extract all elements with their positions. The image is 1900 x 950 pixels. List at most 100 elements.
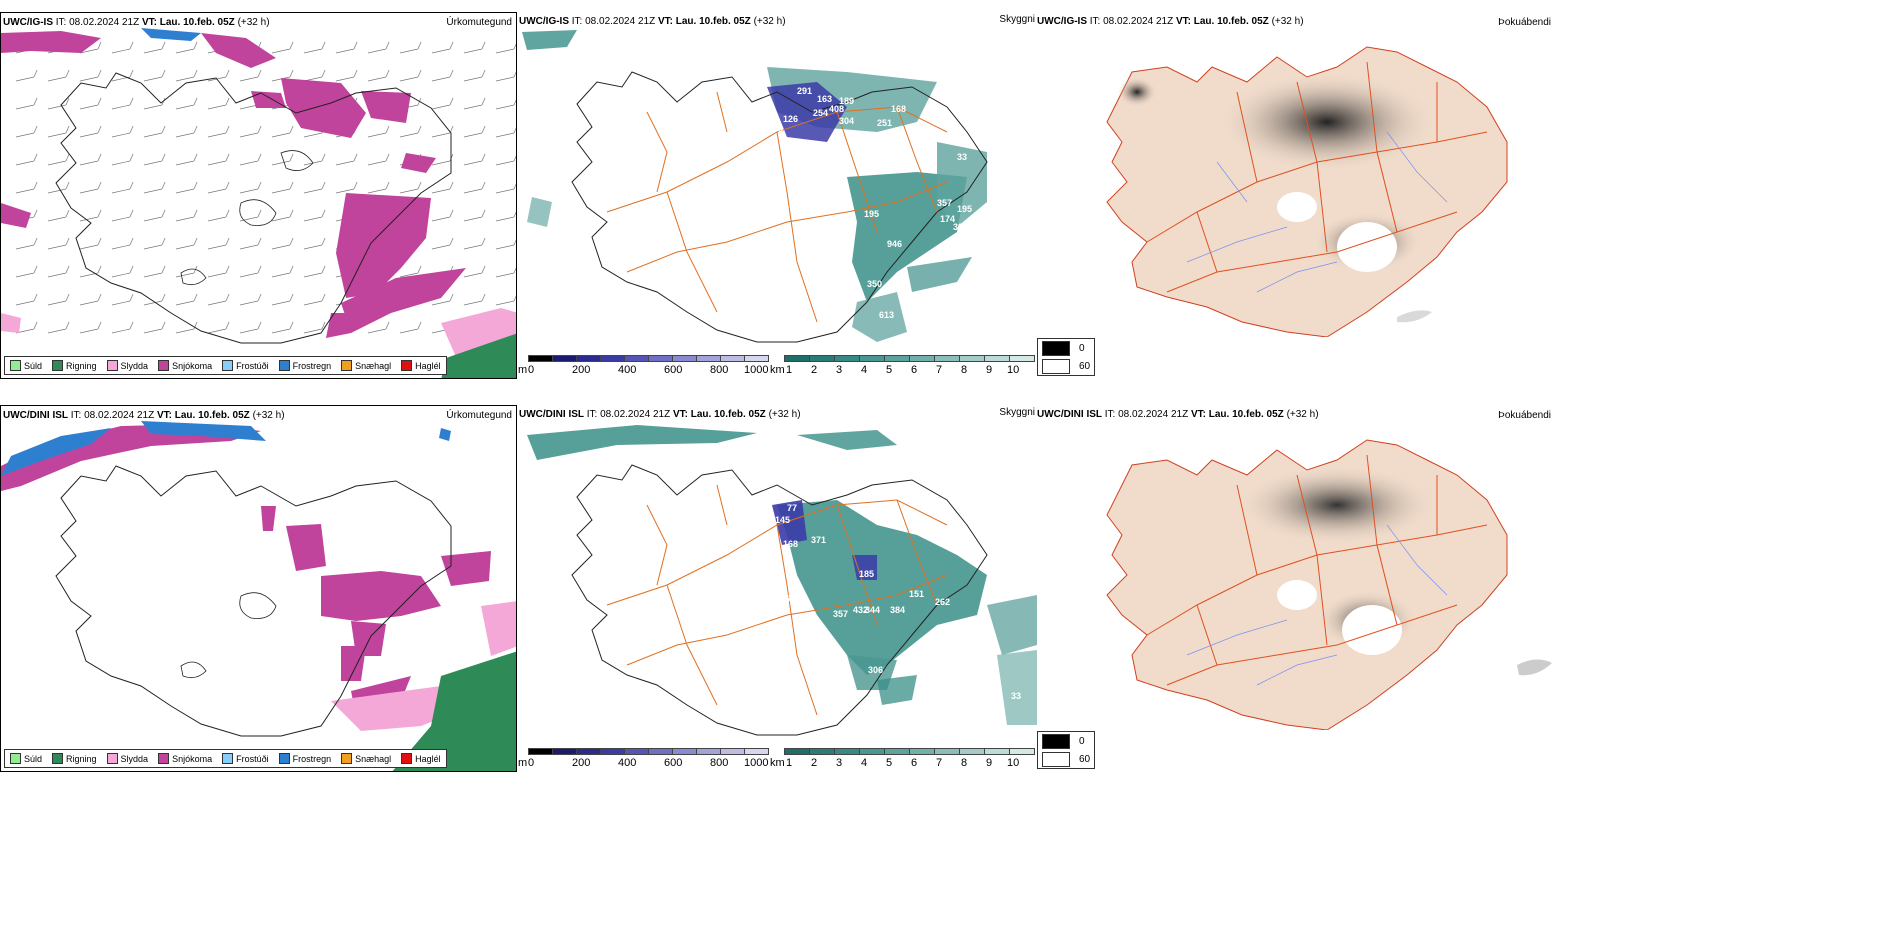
vt-value: Lau. 10.feb. 05Z bbox=[1193, 16, 1269, 27]
colorbar-segment bbox=[720, 748, 745, 755]
legend-swatch bbox=[278, 360, 290, 371]
legend-label: Frostúði bbox=[236, 360, 269, 371]
vt-value: Lau. 10.feb. 05Z bbox=[1208, 409, 1284, 420]
colorbar-segment bbox=[624, 355, 649, 362]
fog-panel-top: UWC/IG-IS IT: 08.02.2024 21Z VT: Lau. 10… bbox=[1037, 12, 1557, 337]
precip-map-bottom bbox=[1, 421, 516, 771]
it-label: IT: bbox=[70, 410, 82, 421]
colorbar-tick: 8 bbox=[961, 757, 968, 769]
legend-label: Haglél bbox=[415, 360, 441, 371]
legend-item: Frostregn bbox=[278, 360, 331, 371]
legend-swatch bbox=[222, 360, 234, 371]
legend-item: Slydda bbox=[106, 360, 148, 371]
legend-swatch bbox=[106, 753, 118, 764]
legend-label: Snæhagl bbox=[355, 753, 392, 764]
colorbar-segment bbox=[672, 355, 697, 362]
it-value: 08.02.2024 21Z bbox=[585, 16, 656, 27]
colorbar-tick: 10 bbox=[1007, 757, 1020, 769]
colorbar-height-top: m 0 200 400 600 800 1000 bbox=[518, 355, 770, 379]
lead-time: (+32 h) bbox=[768, 409, 801, 420]
vt-label: VT: bbox=[657, 16, 673, 27]
legend-swatch bbox=[278, 753, 290, 764]
colorbar-tick: 1000 bbox=[744, 757, 769, 769]
vis-label: 384 bbox=[890, 605, 905, 615]
fog-legend-label: 0 bbox=[1079, 342, 1085, 354]
header-bottom-middle: UWC/DINI ISL IT: 08.02.2024 21Z VT: Lau.… bbox=[519, 409, 801, 421]
colorbar-tick: 600 bbox=[664, 364, 683, 376]
colorbar-tick: 4 bbox=[861, 364, 868, 376]
legend-swatch bbox=[106, 360, 118, 371]
colorbar-segment bbox=[859, 355, 885, 362]
colorbar-segment bbox=[809, 748, 835, 755]
legend-swatch bbox=[341, 360, 353, 371]
it-label: IT: bbox=[1089, 16, 1101, 27]
header-top-left: UWC/IG-IS IT: 08.02.2024 21Z VT: Lau. 10… bbox=[3, 17, 270, 29]
colorbar-segment bbox=[984, 355, 1010, 362]
header-bottom-left: UWC/DINI ISL IT: 08.02.2024 21Z VT: Lau.… bbox=[3, 410, 285, 422]
colorbar-segment bbox=[784, 355, 810, 362]
fog-legend-label: 60 bbox=[1079, 753, 1091, 765]
header-bottom-right: UWC/DINI ISL IT: 08.02.2024 21Z VT: Lau.… bbox=[1037, 409, 1319, 421]
legend-item: Rigning bbox=[52, 360, 97, 371]
fog-swatch bbox=[1042, 751, 1070, 767]
colorbar-tick: 7 bbox=[936, 364, 943, 376]
vis-label: 408 bbox=[829, 104, 844, 114]
colorbar-segment bbox=[600, 355, 625, 362]
fog-swatch bbox=[1042, 358, 1070, 374]
colorbar-unit: m bbox=[518, 364, 528, 376]
colorbar-tick: 6 bbox=[911, 757, 918, 769]
vis-label: 126 bbox=[783, 114, 798, 124]
model-name: UWC/IG-IS bbox=[1037, 16, 1087, 27]
legend-label: Frostúði bbox=[236, 753, 269, 764]
vt-value: Lau. 10.feb. 05Z bbox=[690, 409, 766, 420]
vt-label: VT: bbox=[156, 410, 172, 421]
it-value: 08.02.2024 21Z bbox=[600, 409, 671, 420]
legend-item: Slydda bbox=[106, 753, 148, 764]
vis-label: 946 bbox=[887, 239, 902, 249]
legend-item: Frostúði bbox=[222, 360, 269, 371]
colorbar-tick: 0 bbox=[528, 757, 535, 769]
model-name: UWC/DINI ISL bbox=[519, 409, 584, 420]
vis-label: 145 bbox=[775, 515, 790, 525]
colorbar-tick: 200 bbox=[572, 364, 591, 376]
legend-item: Haglél bbox=[401, 753, 441, 764]
colorbar-tick: 9 bbox=[986, 364, 993, 376]
colorbar-tick: 400 bbox=[618, 364, 637, 376]
legend-item: Rigning bbox=[52, 753, 97, 764]
legend-swatch bbox=[222, 753, 234, 764]
colorbar-unit: m bbox=[518, 757, 528, 769]
vis-label: 189 bbox=[839, 96, 854, 106]
colorbar-segment bbox=[959, 748, 985, 755]
vis-label: 344 bbox=[865, 605, 880, 615]
legend-swatch bbox=[401, 753, 413, 764]
colorbar-tick: 0 bbox=[528, 364, 535, 376]
model-name: UWC/DINI ISL bbox=[3, 410, 68, 421]
vis-label: 168 bbox=[783, 539, 798, 549]
vis-label: 21 bbox=[779, 200, 789, 210]
vis-label: 99 bbox=[773, 124, 783, 134]
legend-label: Haglél bbox=[415, 753, 441, 764]
colorbar-tick: 7 bbox=[936, 757, 943, 769]
colorbar-tick: 3 bbox=[836, 364, 843, 376]
colorbar-segment bbox=[909, 355, 935, 362]
vt-value: Lau. 10.feb. 05Z bbox=[159, 17, 235, 28]
vis-label: 251 bbox=[877, 118, 892, 128]
legend-item: Snæhagl bbox=[341, 753, 391, 764]
colorbar-segment bbox=[528, 748, 553, 755]
vis-label: 22 bbox=[989, 705, 999, 715]
colorbar-segment bbox=[552, 748, 577, 755]
legend-item: Snjókoma bbox=[158, 753, 212, 764]
fog-legend-label: 0 bbox=[1079, 735, 1085, 747]
legend-item: Haglél bbox=[401, 360, 441, 371]
visibility-map-top: 291 163 189 408 254 304 168 251 126 99 3… bbox=[522, 30, 988, 343]
legend-label: Snæhagl bbox=[355, 360, 392, 371]
panel-title-precip: Úrkomutegund bbox=[446, 17, 512, 28]
colorbar-tick: 9 bbox=[986, 757, 993, 769]
vis-label: 304 bbox=[839, 116, 854, 126]
colorbar-segment bbox=[696, 355, 721, 362]
colorbar-segment bbox=[528, 355, 553, 362]
colorbar-tick: 200 bbox=[572, 757, 591, 769]
fog-legend-item: 0 bbox=[1038, 732, 1094, 750]
colorbar-segment bbox=[834, 748, 860, 755]
vis-label: 174 bbox=[940, 214, 955, 224]
